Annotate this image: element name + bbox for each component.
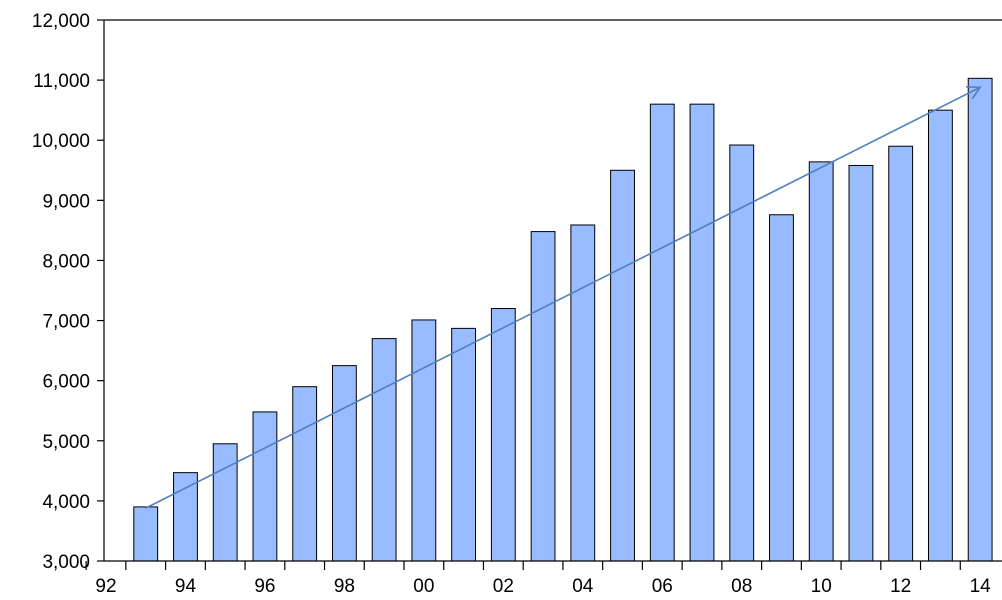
x-tick-label: 06: [652, 576, 673, 597]
bar-2009: [769, 214, 794, 562]
bar-2000: [411, 319, 437, 562]
y-tick-label: 7,000: [42, 312, 90, 333]
bar-1998: [331, 365, 357, 562]
x-tick-label: 98: [334, 576, 355, 597]
trend-arrow-head: [966, 86, 982, 100]
bar-1995: [212, 443, 238, 562]
bar-1999: [371, 338, 397, 562]
bar-2007: [689, 103, 715, 562]
x-tick-label: 08: [731, 576, 752, 597]
bar-2010: [808, 161, 834, 562]
bar-2005: [610, 169, 635, 562]
axes-layer: [85, 19, 1002, 570]
x-tick-label: 10: [811, 576, 832, 597]
bar-2001: [451, 327, 477, 562]
y-tick-label: 4,000: [42, 492, 90, 513]
trend-layer: [145, 86, 982, 509]
y-tick-label: 8,000: [42, 251, 90, 272]
y-tick-label: 6,000: [42, 372, 90, 393]
trend-arrow-line: [145, 86, 981, 509]
x-tick-label: 04: [572, 576, 594, 597]
bar-2011: [848, 164, 874, 562]
x-tick-label: 00: [413, 576, 434, 597]
x-tick-label: 96: [254, 576, 275, 597]
x-tick-label: 92: [95, 576, 116, 597]
y-tick-label: 10,000: [32, 131, 90, 152]
y-tick-label: 12,000: [32, 11, 90, 32]
bar-1993: [133, 506, 159, 562]
y-tick-label: 9,000: [42, 191, 90, 212]
bar-2006: [649, 103, 675, 562]
bar-1996: [252, 411, 278, 562]
x-tick-label: 14: [970, 576, 992, 597]
bar-2013: [927, 109, 953, 562]
y-tick-label: 5,000: [42, 432, 90, 453]
bar-2014: [967, 77, 993, 562]
x-tick-label: 94: [175, 576, 197, 597]
x-tick-label: 02: [493, 576, 514, 597]
bar-1997: [292, 386, 318, 562]
bar-2012: [888, 145, 914, 562]
bar-2002: [490, 308, 516, 562]
bar-2004: [570, 224, 596, 562]
labels-layer: 3,000 4,000 5,000 6,000 7,000 8,000 9,000 10,00…: [32, 11, 991, 597]
bar-1994: [173, 472, 198, 562]
y-tick-label: 3,000: [42, 552, 90, 573]
x-tick-label: 12: [890, 576, 911, 597]
bar-2003: [530, 231, 556, 562]
bars-layer: [133, 77, 993, 562]
y-tick-label: 11,000: [33, 71, 90, 92]
